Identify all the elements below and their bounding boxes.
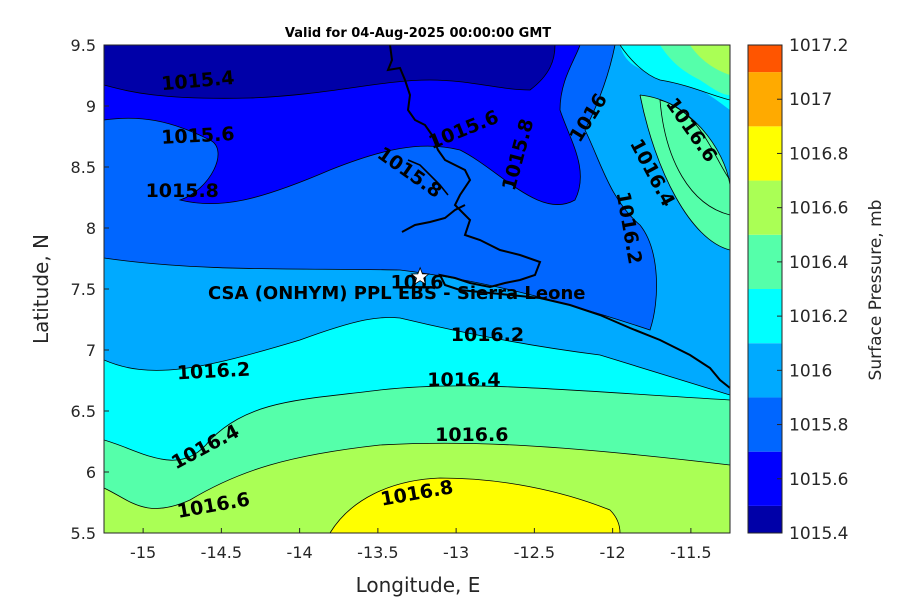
colorbar-tick-label: 1015.4: [789, 524, 848, 544]
colorbar-swatch: [748, 289, 782, 344]
x-tick-label: -13.5: [357, 543, 398, 562]
band-1015-4: [104, 45, 555, 99]
x-tick-label: -14.5: [201, 543, 242, 562]
x-tick-label: -11.5: [670, 543, 711, 562]
colorbar-swatch: [748, 72, 782, 127]
y-tick-label: 9.5: [71, 36, 96, 55]
coastline: [386, 45, 730, 389]
contour-label: 1016.2: [176, 359, 250, 385]
x-tick-label: -12.5: [514, 543, 555, 562]
contour-label: 1016.2: [451, 324, 524, 346]
colorbar-tick-label: 1015.8: [789, 416, 848, 436]
band-1016-8: [330, 478, 620, 533]
x-axis-title: Longitude, E: [356, 573, 481, 597]
contour-label: 1015.8: [146, 180, 219, 202]
band-1016-4-east-lobe: [640, 95, 730, 250]
colorbar-frame: [747, 44, 783, 534]
colorbar-tick-label: 1016.2: [789, 307, 848, 327]
site-star-icon[interactable]: [410, 266, 430, 286]
y-axis-title: Latitude, N: [29, 234, 53, 344]
coastline-river: [407, 159, 449, 196]
y-tick-label: 7.5: [71, 280, 96, 299]
contour-label: 1015.6: [161, 123, 235, 149]
x-tick-label: -13: [443, 543, 469, 562]
contour-lines: [104, 45, 730, 533]
y-axis: 5.5 6 6.5 7 7.5 8 8.5 9 9.5: [71, 36, 109, 543]
colorbar-swatch: [748, 343, 782, 398]
band-1016-6-east: [690, 45, 730, 75]
x-tick-label: -14: [287, 543, 313, 562]
colorbar-swatch: [748, 451, 782, 506]
colorbar-swatch: [748, 234, 782, 289]
y-tick-label: 5.5: [71, 524, 96, 543]
colorbar-swatch: [748, 45, 782, 73]
y-tick-label: 9: [86, 97, 96, 116]
contour-label: 1016.4: [427, 369, 500, 391]
colorbar-tick-label: 1015.6: [789, 470, 848, 490]
colorbar-swatch: [748, 397, 782, 452]
colorbar-title: Surface Pressure, mb: [866, 200, 886, 381]
y-tick-label: 7: [86, 341, 96, 360]
x-tick-label: -15: [130, 543, 156, 562]
y-tick-label: 8.5: [71, 158, 96, 177]
colorbar: 1015.4 1015.6 1015.8 1016 1016.2 1016.4 1016.6…: [747, 36, 848, 544]
site-label: CSA (ONHYM) PPL EBS - Sierra Leone: [208, 283, 585, 304]
contour-label: 1016.6: [435, 424, 508, 446]
colorbar-swatch: [748, 505, 782, 533]
colorbar-tick-label: 1016.6: [789, 199, 848, 219]
y-tick-label: 6.5: [71, 402, 96, 421]
x-axis: -15 -14.5 -14 -13.5 -13 -12.5 -12 -11.5: [130, 528, 712, 562]
colorbar-tick-label: 1016: [789, 361, 832, 381]
colorbar-tick-label: 1017.2: [789, 36, 848, 56]
x-tick-label: -12: [600, 543, 626, 562]
colorbar-tick-label: 1016.4: [789, 253, 848, 273]
coastline-inlet: [401, 204, 466, 233]
colorbar-tick-label: 1017: [789, 90, 832, 110]
colorbar-tick-label: 1016.8: [789, 144, 848, 164]
y-tick-label: 8: [86, 219, 96, 238]
colorbar-swatch: [748, 126, 782, 181]
y-tick-label: 6: [86, 463, 96, 482]
plot-title: Valid for 04-Aug-2025 00:00:00 GMT: [285, 26, 551, 41]
colorbar-swatch: [748, 180, 782, 235]
